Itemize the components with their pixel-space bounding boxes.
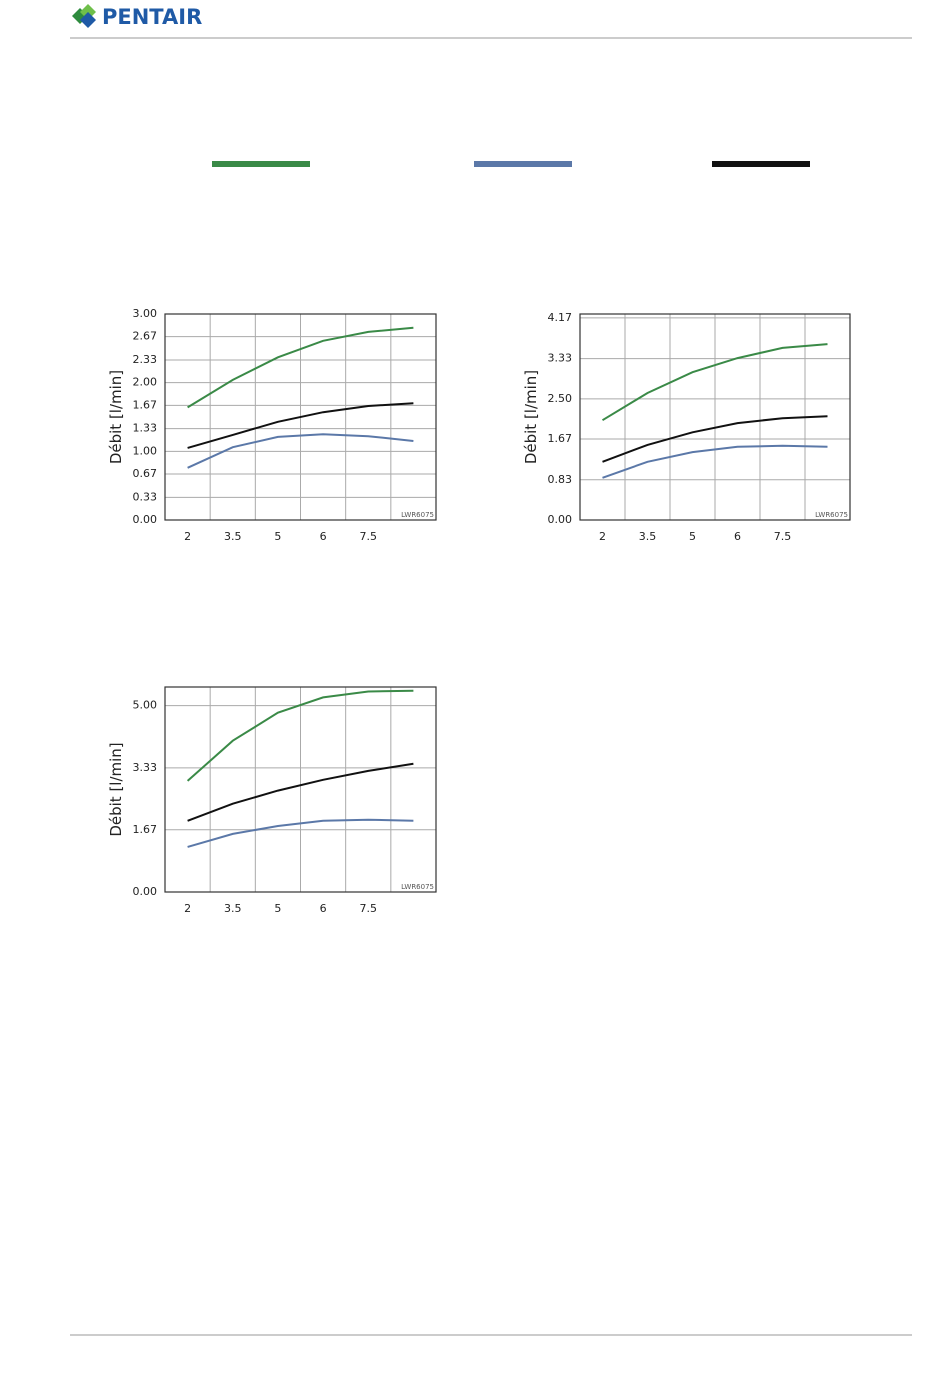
logo-icon — [80, 12, 96, 28]
logo-text: PENTAIR — [102, 5, 202, 29]
y-tick-label: 3.33 — [548, 352, 573, 365]
y-tick-label: 0.33 — [133, 490, 158, 503]
x-tick-label: 2 — [599, 530, 606, 543]
plot-frame — [579, 313, 851, 521]
y-tick-label: 1.67 — [133, 398, 158, 411]
x-tick-label: 7.5 — [360, 902, 378, 915]
y-tick-label: 3.33 — [133, 761, 158, 774]
chart: 0.00 0.83 1.67 2.50 3.33 4.17 2 3.5 5 6 7.5 Débit [… — [522, 311, 851, 543]
y-tick-label: 5.00 — [133, 699, 158, 712]
y-tick-label: 0.00 — [133, 513, 158, 526]
watermark: LWR6075 — [815, 511, 848, 519]
logo: PENTAIR — [72, 4, 202, 29]
y-axis-label: Débit [l/min] — [107, 742, 125, 836]
y-tick-label: 0.00 — [548, 513, 573, 526]
y-tick-label: 2.33 — [133, 353, 158, 366]
x-tick-label: 7.5 — [774, 530, 792, 543]
y-tick-label: 3.00 — [133, 307, 158, 320]
y-tick-label: 1.33 — [133, 422, 158, 435]
x-tick-label: 6 — [320, 902, 327, 915]
y-tick-label: 2.67 — [133, 330, 158, 343]
series-line — [602, 415, 828, 463]
x-tick-label: 5 — [274, 902, 281, 915]
x-tick-label: 2 — [184, 902, 191, 915]
y-tick-label: 4.17 — [548, 311, 573, 324]
x-tick-label: 6 — [320, 530, 327, 543]
x-tick-label: 3.5 — [639, 530, 657, 543]
chart: 0.00 1.67 3.33 5.00 2 3.5 5 6 7.5 Débit [l/min] LW… — [107, 686, 437, 915]
x-tick-label: 3.5 — [224, 902, 242, 915]
y-tick-label: 2.00 — [133, 376, 158, 389]
series-line — [187, 326, 414, 409]
plot-frame — [164, 313, 437, 521]
y-tick-label: 2.50 — [548, 392, 573, 405]
y-axis-label: Débit [l/min] — [107, 370, 125, 464]
y-tick-label: 1.67 — [548, 432, 573, 445]
x-tick-label: 2 — [184, 530, 191, 543]
series-line — [187, 433, 414, 469]
y-tick-label: 0.00 — [133, 885, 158, 898]
y-tick-label: 1.67 — [133, 823, 158, 836]
chart: 0.00 0.33 0.67 1.00 1.33 1.67 2.00 2.33 2.67 3.00… — [107, 307, 437, 543]
watermark: LWR6075 — [401, 883, 434, 891]
y-axis-label: Débit [l/min] — [522, 370, 540, 464]
y-tick-label: 0.83 — [548, 473, 573, 486]
x-tick-label: 5 — [274, 530, 281, 543]
x-tick-label: 5 — [689, 530, 696, 543]
series-line — [601, 343, 828, 422]
series-line — [187, 762, 414, 822]
x-tick-label: 6 — [734, 530, 741, 543]
series-line — [602, 444, 828, 479]
y-tick-label: 0.67 — [133, 467, 158, 480]
series-line — [187, 818, 414, 848]
watermark: LWR6075 — [401, 511, 434, 519]
series-line — [186, 689, 414, 782]
plot-frame — [164, 686, 437, 893]
x-tick-label: 3.5 — [224, 530, 242, 543]
x-tick-label: 7.5 — [360, 530, 378, 543]
y-tick-label: 1.00 — [133, 444, 158, 457]
series-line — [187, 402, 414, 449]
